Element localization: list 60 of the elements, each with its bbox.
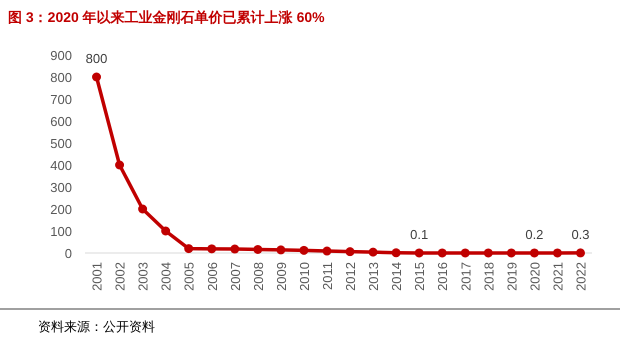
data-label: 0.2 bbox=[525, 226, 544, 242]
point bbox=[161, 226, 170, 236]
x-tick-label: 2020 bbox=[527, 262, 542, 291]
y-tick-label: 600 bbox=[50, 114, 72, 129]
x-tick-label: 2016 bbox=[435, 262, 450, 291]
point bbox=[552, 248, 562, 258]
point bbox=[253, 244, 262, 254]
x-tick-label: 2004 bbox=[158, 262, 174, 291]
data-label: 0.1 bbox=[410, 226, 428, 242]
point bbox=[506, 248, 516, 258]
x-tick-label: 2011 bbox=[320, 262, 335, 290]
point bbox=[346, 247, 355, 256]
point bbox=[530, 248, 539, 258]
y-tick-label: 300 bbox=[50, 180, 72, 195]
y-tick-label: 800 bbox=[50, 70, 72, 85]
point bbox=[438, 248, 447, 258]
x-tick-label: 2013 bbox=[366, 262, 382, 291]
point bbox=[299, 246, 308, 255]
point bbox=[184, 244, 194, 254]
y-tick-label: 700 bbox=[50, 92, 72, 107]
x-tick-label: 2022 bbox=[573, 262, 588, 291]
data-label: 800 bbox=[86, 51, 108, 66]
point bbox=[576, 248, 585, 258]
x-tick-label: 2014 bbox=[389, 262, 404, 291]
annotation: 资料来源：公开资料 bbox=[38, 319, 155, 334]
x-tick-label: 2006 bbox=[204, 262, 220, 291]
x-tick-label: 2012 bbox=[343, 262, 358, 291]
point bbox=[368, 248, 378, 257]
point bbox=[138, 204, 148, 214]
point bbox=[92, 72, 102, 82]
y-tick-label: 100 bbox=[50, 224, 72, 239]
x-tick-label: 2015 bbox=[412, 262, 428, 291]
data-label: 0.3 bbox=[571, 226, 590, 242]
y-tick-label: 200 bbox=[50, 202, 72, 217]
title: 图 3：2020 年以来工业金刚石单价已累计上涨 60% bbox=[8, 9, 325, 25]
point bbox=[322, 246, 332, 256]
x-tick-label: 2010 bbox=[296, 262, 312, 291]
x-tick-label: 2005 bbox=[182, 262, 197, 291]
y-tick-label: 500 bbox=[50, 136, 72, 151]
x-tick-label: 2003 bbox=[136, 262, 151, 291]
x-tick-label: 2018 bbox=[481, 262, 496, 291]
point bbox=[230, 244, 240, 254]
point bbox=[115, 160, 124, 170]
point bbox=[414, 248, 424, 258]
x-tick-label: 2008 bbox=[250, 262, 266, 291]
x-tick-label: 2002 bbox=[112, 262, 128, 291]
y-tick-label: 900 bbox=[50, 48, 72, 63]
point bbox=[276, 245, 286, 254]
x-tick-label: 2009 bbox=[274, 262, 289, 291]
x-tick-label: 2017 bbox=[458, 262, 474, 291]
x-tick-label: 2007 bbox=[228, 262, 243, 291]
point bbox=[484, 248, 493, 258]
y-tick-label: 0 bbox=[64, 246, 72, 261]
point bbox=[207, 244, 216, 254]
y-tick-label: 400 bbox=[50, 158, 72, 173]
x-tick-label: 2001 bbox=[90, 262, 105, 291]
x-tick-label: 2019 bbox=[504, 262, 520, 291]
x-tick-label: 2021 bbox=[550, 262, 566, 291]
point bbox=[392, 248, 401, 258]
point bbox=[460, 248, 470, 258]
